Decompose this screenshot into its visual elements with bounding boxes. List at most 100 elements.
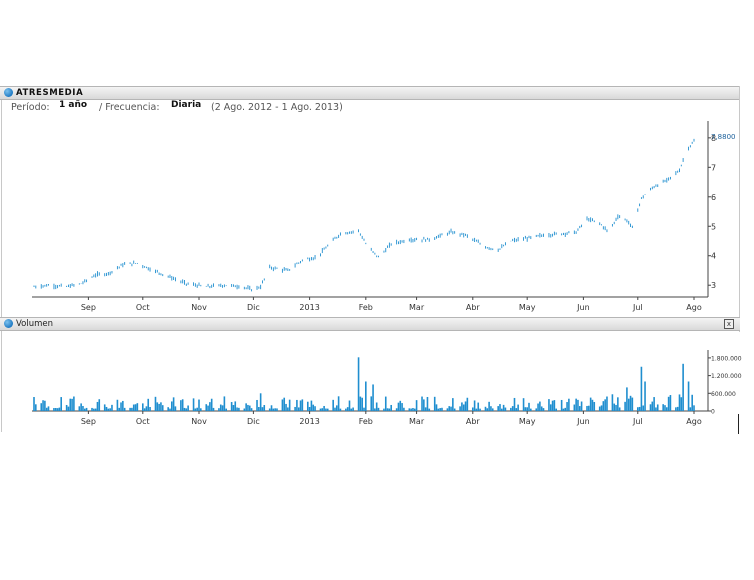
cursor-mark: [738, 414, 739, 434]
volume-bar: [171, 401, 173, 411]
volume-bar: [410, 408, 412, 411]
volume-bar: [629, 395, 632, 411]
volume-x-tick-label: Oct: [136, 417, 150, 426]
volume-bar: [132, 404, 135, 411]
volume-bar: [655, 407, 657, 411]
volume-bar: [218, 408, 220, 411]
volume-title-bar: Volumen x: [0, 317, 740, 331]
volume-bar: [219, 404, 222, 411]
volume-bar: [667, 396, 670, 411]
volume-bar: [234, 401, 237, 411]
volume-bar: [615, 404, 617, 411]
volume-bar: [499, 404, 501, 411]
volume-bar: [272, 408, 275, 411]
volume-bar: [60, 397, 62, 411]
volume-bar: [212, 407, 215, 411]
volume-bar: [656, 404, 659, 411]
volume-x-tick-label: Nov: [191, 417, 207, 426]
volume-bar: [319, 408, 322, 411]
volume-bar: [187, 405, 189, 411]
volume-bar: [263, 405, 266, 411]
volume-bar: [486, 408, 489, 411]
volume-bar: [109, 408, 111, 411]
volume-bar: [439, 408, 441, 411]
volume-bar: [675, 407, 677, 411]
volume-bar: [80, 403, 82, 411]
volume-bar: [78, 406, 81, 411]
frecuencia-value[interactable]: Diaria: [171, 100, 202, 110]
volume-bar: [377, 407, 380, 411]
volume-bar: [261, 407, 264, 411]
volume-bar: [453, 408, 456, 411]
volume-bar: [352, 407, 354, 411]
volume-bar: [350, 408, 353, 411]
volume-bar: [691, 394, 693, 411]
volume-bar: [403, 407, 405, 411]
volume-bar: [588, 405, 590, 411]
volume-bar: [388, 408, 391, 411]
volume-bar: [111, 404, 113, 411]
volume-bar: [116, 399, 119, 411]
periodo-value[interactable]: 1 año: [59, 100, 88, 110]
volume-bar: [412, 408, 414, 411]
volume-bar: [54, 407, 57, 411]
volume-bar: [477, 402, 480, 411]
volume-bar: [71, 398, 73, 411]
volume-bar: [268, 408, 271, 411]
volume-bar: [85, 407, 88, 411]
volume-bar: [577, 399, 579, 411]
volume-bar: [479, 408, 481, 411]
volume-bar: [287, 407, 289, 411]
volume-bar: [517, 404, 519, 411]
volume-bar: [459, 406, 461, 411]
volume-y-tick-label: 0: [711, 409, 715, 416]
volume-bar: [276, 408, 278, 411]
volume-bar: [568, 398, 570, 411]
volume-bar: [35, 404, 37, 411]
volume-bar: [147, 398, 150, 411]
volume-bar: [676, 406, 679, 411]
volume-bar: [421, 396, 423, 411]
volume-bar: [555, 408, 557, 411]
volume-bar: [323, 405, 325, 411]
volume-bar: [513, 397, 516, 411]
volume-bar: [466, 397, 469, 411]
volume-bar: [361, 397, 363, 411]
volume-bar: [122, 400, 124, 411]
volume-x-tick-label: Dic: [247, 417, 260, 426]
volume-bar: [462, 404, 465, 411]
close-icon[interactable]: x: [724, 319, 734, 329]
volume-bar: [332, 399, 334, 411]
volume-bar: [490, 406, 492, 411]
volume-bar: [357, 357, 360, 411]
volume-bar: [484, 406, 487, 411]
volume-bar: [372, 384, 374, 411]
volume-bar: [471, 407, 474, 411]
volume-bar: [158, 403, 160, 411]
volume-bar: [123, 407, 126, 411]
volume-bar: [537, 403, 539, 411]
price-x-tick-label: Feb: [359, 303, 373, 312]
volume-bar: [631, 397, 634, 411]
volume-bar: [82, 405, 84, 411]
volume-bar: [312, 404, 315, 411]
volume-bar: [491, 408, 494, 411]
volume-bar: [67, 406, 70, 411]
volume-bar: [560, 399, 563, 411]
volume-bar: [297, 407, 300, 411]
volume-bar: [383, 408, 385, 411]
volume-bar: [613, 403, 616, 411]
volume-bar: [107, 408, 110, 411]
volume-bar: [174, 406, 177, 411]
volume-bar: [270, 405, 273, 411]
volume-bar: [522, 398, 525, 411]
info-row: Período: 1 año / Frecuencia: Diaria (2 A…: [0, 100, 740, 116]
volume-bar: [56, 408, 59, 411]
volume-bar: [448, 406, 451, 411]
volume-bar: [259, 393, 262, 411]
volume-bar: [682, 363, 684, 411]
volume-bar: [172, 397, 175, 411]
volume-bar: [250, 408, 253, 411]
volume-bar: [598, 406, 601, 411]
price-y-tick-label: 3: [711, 281, 716, 290]
